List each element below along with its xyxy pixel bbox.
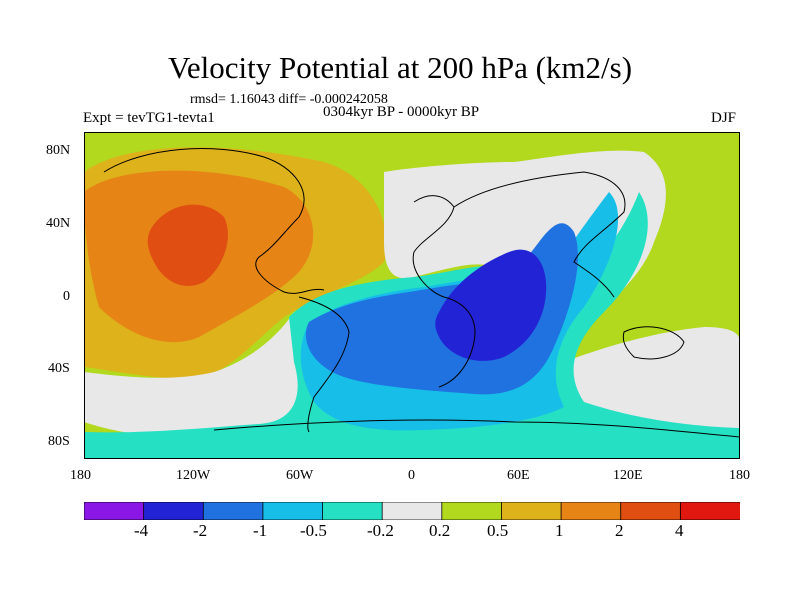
colorbar-swatch-5 (381, 502, 443, 520)
colorbar-swatch-1 (143, 502, 205, 520)
colorbar-label-neg0p2: -0.2 (367, 521, 394, 540)
lon-label-180e: 180 (729, 468, 750, 483)
eurasia-coast (453, 171, 626, 298)
colorbar-swatch-7 (501, 502, 562, 520)
lon-label-180w: 180 (70, 468, 91, 483)
south-america-coast (298, 296, 350, 433)
colorbar-label-neg0p5: -0.5 (300, 521, 327, 540)
band-neg4-neg2 (435, 249, 547, 361)
velocity-potential-map (84, 132, 740, 459)
colorbar-swatch-0 (84, 502, 145, 520)
colorbar-label-neg2: -2 (193, 521, 208, 540)
lat-label-40s: 40S (48, 361, 70, 376)
lon-label-120e: 120E (613, 468, 643, 483)
lon-label-120w: 120W (176, 468, 211, 483)
lat-label-80s: 80S (48, 434, 70, 449)
colorbar-label-4: 4 (675, 521, 684, 540)
band-neutral-southeast (564, 327, 740, 434)
lat-label-80n: 80N (46, 143, 71, 158)
colorbar-swatch-8 (560, 502, 622, 520)
map-frame (84, 132, 740, 459)
lon-label-60e: 60E (507, 468, 530, 483)
colorbar-swatch-3 (262, 502, 324, 520)
colorbar-label-1: 1 (555, 521, 564, 540)
coastlines (103, 148, 740, 438)
north-america-coast (103, 148, 325, 294)
colorbar-label-0p5: 0.5 (487, 521, 509, 540)
colorbar-label-0p2: 0.2 (429, 521, 451, 540)
lat-label-40n: 40N (46, 216, 71, 231)
stats-line: rmsd= 1.16043 diff= -0.000242058 (190, 92, 388, 107)
antarctica-coast (213, 419, 740, 438)
season-label: DJF (711, 110, 737, 126)
australia-coast (622, 326, 685, 360)
colorbar (84, 502, 740, 520)
colorbar-label-neg1: -1 (253, 521, 268, 540)
colorbar-swatch-2 (202, 502, 264, 520)
lon-label-60w: 60W (286, 468, 314, 483)
colorbar-label-neg4: -4 (134, 521, 149, 540)
colorbar-swatch-4 (322, 502, 384, 520)
colorbar-swatch-10 (679, 502, 740, 520)
lat-label-eq: 0 (63, 289, 70, 304)
colorbar-swatch-9 (620, 502, 682, 520)
africa-coast (412, 195, 476, 388)
colorbar-label-2: 2 (615, 521, 624, 540)
map-title: Velocity Potential at 200 hPa (km2/s) (167, 50, 633, 85)
colorbar-swatch-6 (441, 502, 503, 520)
experiment-label: Expt = tevTG1-tevta1 (83, 110, 215, 126)
lon-label-0: 0 (408, 468, 415, 483)
band-neutral-south (84, 312, 310, 439)
period-label: 0304kyr BP - 0000kyr BP (323, 104, 480, 120)
band-2-4-west (147, 204, 228, 286)
